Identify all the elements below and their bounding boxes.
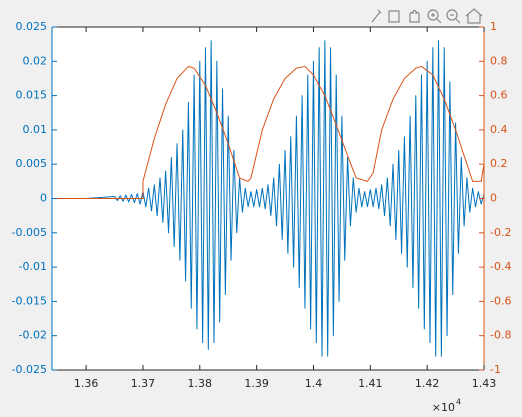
- series-line: [52, 65, 485, 199]
- x-tick-label: 1.42: [415, 377, 440, 390]
- y2-tick-label: -1: [490, 363, 501, 376]
- home-icon[interactable]: [465, 8, 483, 24]
- y2-tick-label: 0.4: [490, 123, 508, 136]
- y2-tick-label: -0.2: [490, 226, 511, 239]
- y-tick-label: 0.02: [23, 54, 48, 67]
- y-tick-label: 0.025: [16, 20, 48, 33]
- y2-tick-label: 0.6: [490, 89, 508, 102]
- y-tick-label: 0.01: [23, 123, 48, 136]
- marks: [52, 40, 485, 357]
- x-exponent-base: ×10: [432, 401, 455, 414]
- series-line: [52, 40, 485, 357]
- y2-tick-label: 0.8: [490, 54, 508, 67]
- y2-tick-label: -0.4: [490, 260, 511, 273]
- brush-icon[interactable]: [371, 9, 382, 23]
- y2-tick-label: 0: [490, 192, 497, 205]
- x-tick-label: 1.43: [472, 377, 497, 390]
- x-tick-label: 1.4: [305, 377, 323, 390]
- y-tick-label: 0.005: [16, 157, 48, 170]
- y2-tick-label: 1: [490, 20, 497, 33]
- y-tick-label: -0.005: [12, 226, 47, 239]
- datatip-icon[interactable]: [388, 10, 400, 23]
- zoom-in-icon[interactable]: [427, 9, 439, 21]
- y-tick-label: 0.015: [16, 89, 48, 102]
- pan-icon[interactable]: [409, 9, 420, 23]
- x-exponent-power: 4: [456, 398, 461, 407]
- y-tick-label: -0.02: [19, 329, 47, 342]
- x-tick-label: 1.38: [188, 377, 213, 390]
- y2-tick-label: -0.6: [490, 294, 511, 307]
- y-tick-label: 0: [40, 192, 47, 205]
- x-tick-label: 1.36: [74, 377, 99, 390]
- y2-tick-label: 0.2: [490, 157, 508, 170]
- zoom-out-glyph: [450, 14, 461, 24]
- toolbar: [371, 8, 483, 24]
- y-tick-label: -0.015: [12, 294, 47, 307]
- x-tick-label: 1.39: [244, 377, 269, 390]
- y-tick-label: -0.025: [12, 363, 47, 376]
- x-tick-label: 1.37: [131, 377, 156, 390]
- x-tick-label: 1.41: [358, 377, 383, 390]
- zoom-out-icon[interactable]: [446, 9, 458, 21]
- axes: 1.36 1.37 1.38 1.39 1.4 1.41 1.42 1.43 -0.025 -0.…: [12, 20, 512, 390]
- y-tick-label: -0.01: [19, 260, 47, 273]
- zoom-in-glyph: [431, 13, 442, 24]
- y2-tick-label: -0.8: [490, 329, 511, 342]
